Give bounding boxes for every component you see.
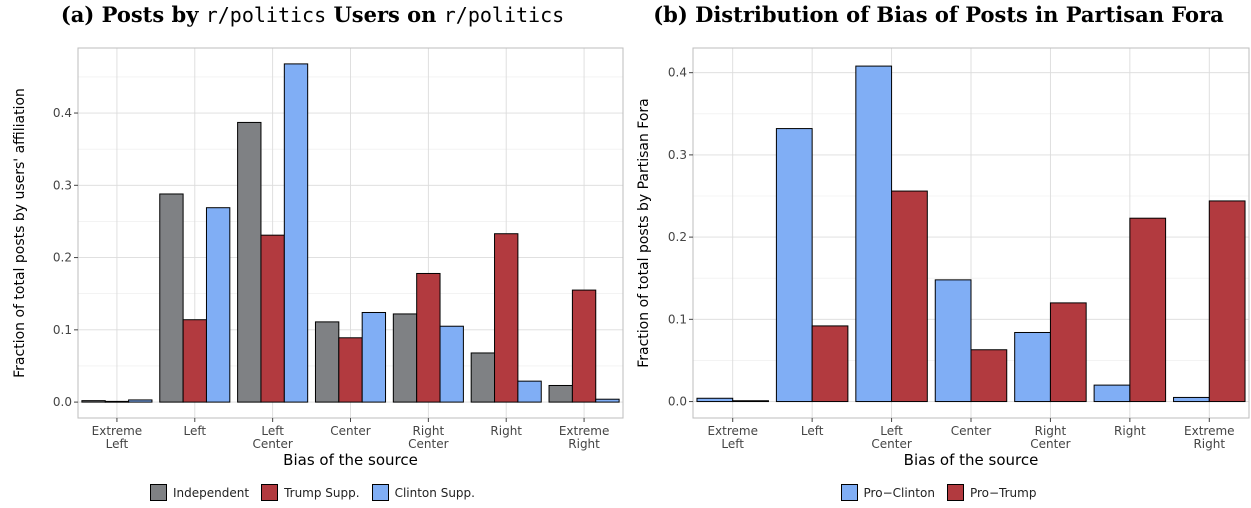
y-axis-title: Fraction of total posts by users' affili… [12,88,28,378]
y-tick-label: 0.4 [668,66,687,80]
bar [237,121,262,403]
x-tick-label: Right Center [408,424,448,451]
legend-swatch [946,484,964,501]
chart-title-b: (b) Distribution of Bias of Posts in Par… [653,2,1224,27]
x-tick-label: Right [1114,424,1146,438]
chart-panel-a: (a) Posts by r/politics Users on r/polit… [0,0,625,508]
bar [571,289,597,403]
bar [696,397,734,403]
bar [128,399,153,403]
x-tick-label: Left [183,424,206,438]
x-tick-label: Left [801,424,824,438]
y-axis-title: Fraction of total posts by Partisan Fora [636,98,652,368]
y-tick-label: 0.3 [668,148,687,162]
bar [283,63,309,403]
x-tick-label: Extreme Right [559,424,610,451]
x-tick-label: Center [951,424,991,438]
bar [732,400,769,403]
bar [439,325,464,403]
title-a-prefix: (a) Posts by [60,2,206,27]
legend-item: Independent [150,484,249,501]
y-tick-label: 0.1 [53,323,72,337]
bar-chart-a: 0.0 0.1 0.2 0.3 0.4 Extreme Left Left Left Center… [12,47,624,469]
bar [855,65,893,403]
bar [811,325,849,403]
legend-item: Pro−Clinton [840,484,935,501]
bar [81,400,106,403]
bar [548,384,573,403]
bar [205,207,231,403]
x-tick-label: Right [490,424,522,438]
bar [470,352,496,403]
x-tick-label: Left Center [871,424,911,451]
legend-item: Trump Supp. [261,484,360,501]
x-axis-title: Bias of the source [904,451,1039,469]
legend-swatch [840,484,858,501]
legend-a: Independent Trump Supp. Clinton Supp. [0,484,625,501]
legend-label: Pro−Clinton [863,485,935,500]
x-tick-label: Left Center [252,424,292,451]
legend-item: Clinton Supp. [371,484,475,501]
bar [891,190,928,403]
bar [1014,331,1051,403]
bar [1173,396,1210,403]
legend-swatch [150,484,168,501]
chart-panel-b: (b) Distribution of Bias of Posts in Par… [626,0,1251,508]
legend-swatch [371,484,389,501]
y-tick-label: 0.3 [53,178,72,192]
bar [159,193,184,403]
bar [1129,217,1167,403]
legend-item: Pro−Trump [946,484,1037,501]
x-tick-label: Extreme Left [707,424,758,451]
x-tick-label: Extreme Right [1184,424,1235,451]
bar [934,279,972,403]
bar [1208,200,1246,403]
title-a-subreddit-2: r/politics [443,3,565,27]
bar [314,321,340,403]
bar [338,337,363,403]
bar [416,272,441,403]
legend-label: Clinton Supp. [394,485,475,500]
bar [595,398,620,403]
x-tick-label: Extreme Left [92,424,143,451]
bar-chart-b: 0.0 0.1 0.2 0.3 0.4 Extreme Left Left Left Center… [636,47,1250,469]
bar [1093,384,1131,403]
y-tick-label: 0.2 [668,230,687,244]
y-tick-label: 0.0 [668,395,687,409]
bar [775,128,813,403]
y-tick-label: 0.1 [668,312,687,326]
bar [517,380,542,403]
bar [182,319,207,403]
legend-swatch [261,484,279,501]
legend-label: Trump Supp. [284,485,360,500]
bar [392,313,418,403]
bar [494,233,519,403]
chart-title-a: (a) Posts by r/politics Users on r/polit… [0,2,625,27]
y-tick-label: 0.2 [53,251,72,265]
title-a-subreddit-1: r/politics [205,3,327,27]
y-tick-label: 0.4 [53,106,72,120]
legend-label: Independent [173,485,250,500]
x-tick-label: Center [330,424,370,438]
x-axis-title: Bias of the source [283,451,418,469]
bar [1049,302,1087,403]
x-tick-label: Right Center [1030,424,1070,451]
bar [970,349,1008,403]
legend-b: Pro−Clinton Pro−Trump [626,484,1251,501]
bar [104,400,130,403]
bar [361,311,387,403]
bar [260,234,285,403]
legend-label: Pro−Trump [969,485,1037,500]
title-a-middle: Users on [326,2,444,27]
y-tick-label: 0.0 [53,395,72,409]
